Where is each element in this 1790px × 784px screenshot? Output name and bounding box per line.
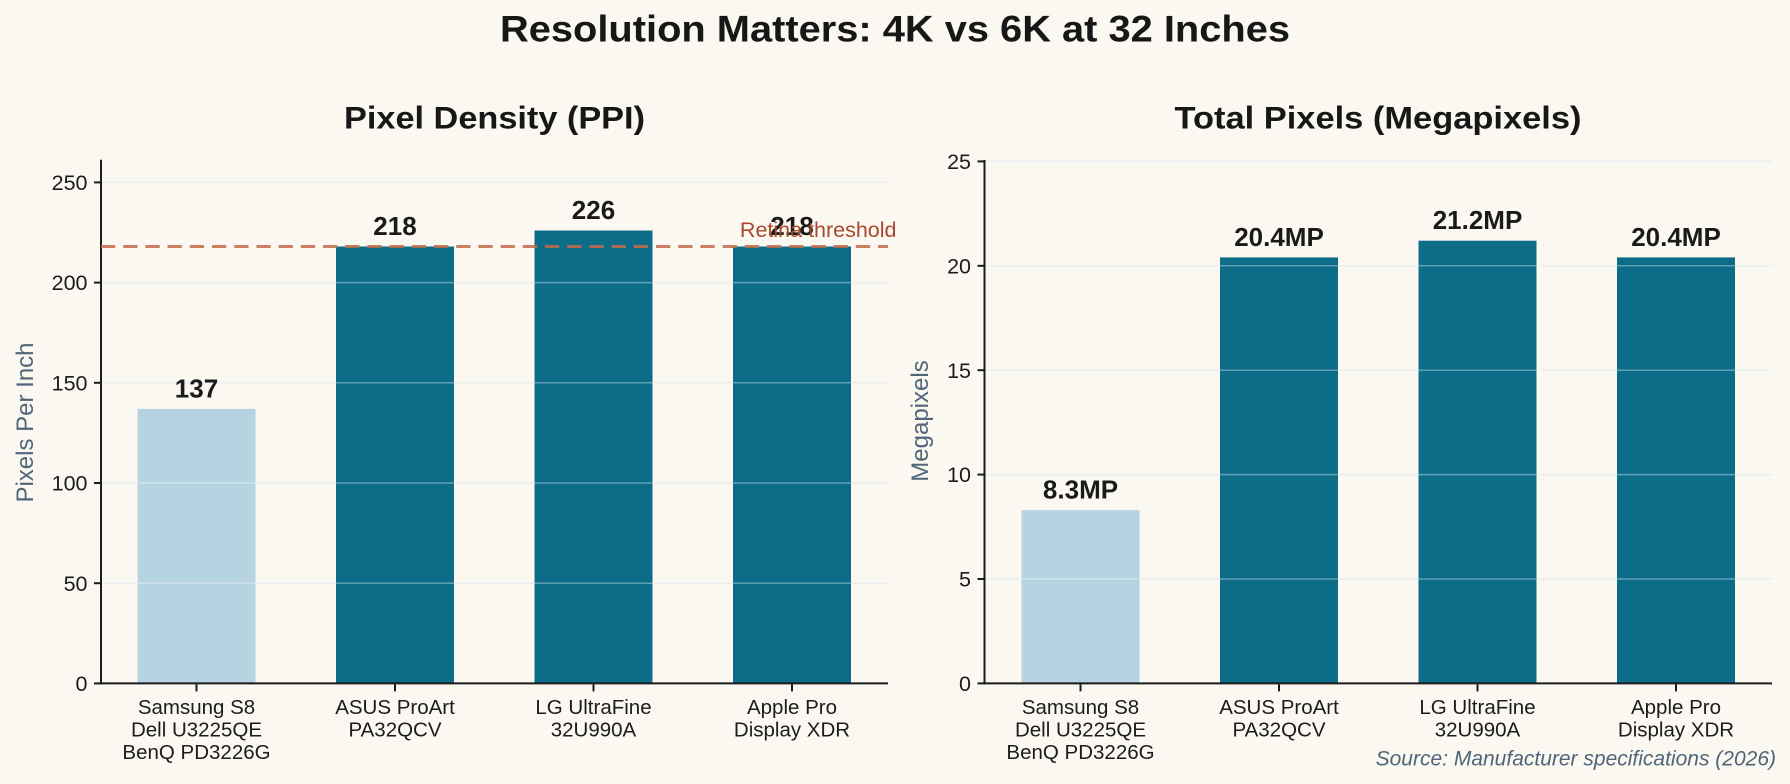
svg-text:Pixel Density (PPI): Pixel Density (PPI) xyxy=(344,99,645,135)
svg-text:ASUS ProArt: ASUS ProArt xyxy=(1219,696,1339,719)
svg-text:Retina threshold: Retina threshold xyxy=(740,218,897,242)
svg-text:20: 20 xyxy=(947,254,971,278)
svg-text:Source: Manufacturer specifica: Source: Manufacturer specifications (202… xyxy=(1376,748,1776,771)
svg-text:LG UltraFine: LG UltraFine xyxy=(535,696,651,719)
svg-text:226: 226 xyxy=(572,195,615,225)
svg-text:Samsung S8: Samsung S8 xyxy=(138,696,255,719)
svg-text:100: 100 xyxy=(52,472,88,496)
svg-text:ASUS ProArt: ASUS ProArt xyxy=(335,696,455,719)
svg-text:25: 25 xyxy=(947,150,971,174)
svg-text:21.2MP: 21.2MP xyxy=(1433,205,1523,235)
svg-text:8.3MP: 8.3MP xyxy=(1043,475,1118,505)
svg-text:200: 200 xyxy=(52,271,88,295)
svg-text:218: 218 xyxy=(770,211,813,241)
svg-text:Samsung S8: Samsung S8 xyxy=(1022,696,1139,719)
svg-text:20.4MP: 20.4MP xyxy=(1631,222,1721,252)
svg-text:LG UltraFine: LG UltraFine xyxy=(1419,696,1535,719)
svg-text:10: 10 xyxy=(947,463,971,487)
svg-text:Display XDR: Display XDR xyxy=(734,719,850,742)
svg-text:Display XDR: Display XDR xyxy=(1618,719,1734,742)
svg-text:137: 137 xyxy=(175,373,218,403)
svg-text:Pixels Per Inch: Pixels Per Inch xyxy=(12,342,39,502)
svg-text:PA32QCV: PA32QCV xyxy=(1232,719,1325,742)
svg-text:Megapixels: Megapixels xyxy=(907,360,934,481)
svg-text:Resolution Matters: 4K vs 6K a: Resolution Matters: 4K vs 6K at 32 Inche… xyxy=(500,8,1290,49)
svg-text:Dell U3225QE: Dell U3225QE xyxy=(131,719,262,742)
svg-text:0: 0 xyxy=(76,672,88,696)
svg-text:Apple Pro: Apple Pro xyxy=(1631,696,1721,719)
svg-text:250: 250 xyxy=(52,171,88,195)
svg-text:BenQ PD3226G: BenQ PD3226G xyxy=(1006,741,1154,764)
svg-text:Apple Pro: Apple Pro xyxy=(747,696,837,719)
svg-text:218: 218 xyxy=(373,211,416,241)
svg-text:32U990A: 32U990A xyxy=(1435,719,1521,742)
svg-text:20.4MP: 20.4MP xyxy=(1234,222,1324,252)
svg-text:0: 0 xyxy=(959,672,971,696)
svg-text:Dell U3225QE: Dell U3225QE xyxy=(1015,719,1146,742)
svg-text:5: 5 xyxy=(959,568,971,592)
svg-text:50: 50 xyxy=(64,572,88,596)
svg-text:150: 150 xyxy=(52,371,88,395)
svg-text:PA32QCV: PA32QCV xyxy=(348,719,441,742)
svg-text:32U990A: 32U990A xyxy=(551,719,637,742)
svg-text:Total Pixels (Megapixels): Total Pixels (Megapixels) xyxy=(1175,99,1582,135)
svg-text:BenQ PD3226G: BenQ PD3226G xyxy=(122,741,270,764)
svg-text:15: 15 xyxy=(947,359,971,383)
